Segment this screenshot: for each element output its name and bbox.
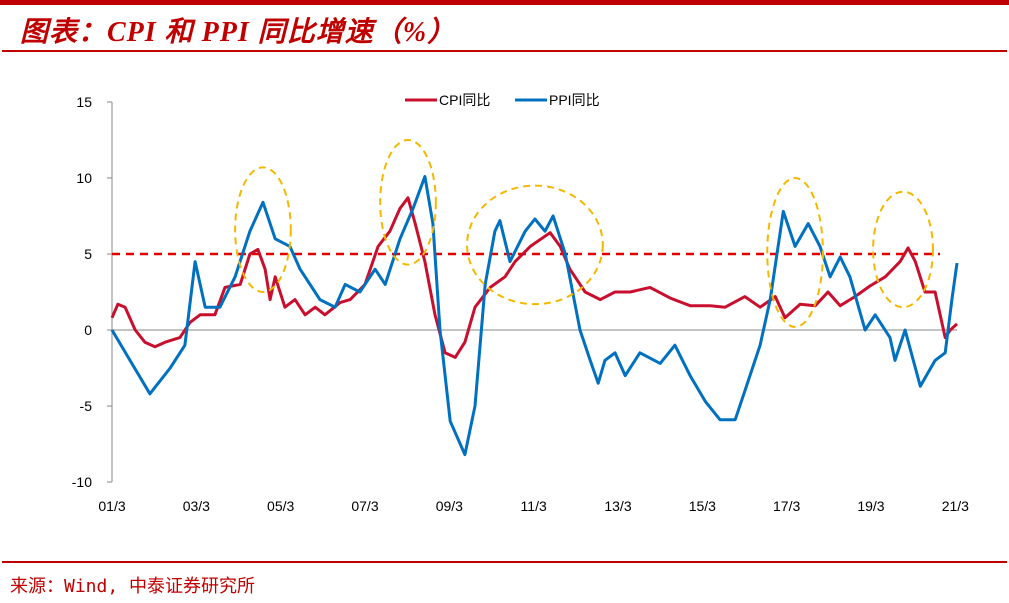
x-tick-label: 07/3 bbox=[351, 498, 378, 514]
x-tick-label: 03/3 bbox=[183, 498, 210, 514]
ppi-series-line bbox=[110, 175, 959, 457]
x-tick-label: 19/3 bbox=[857, 498, 884, 514]
axes: 15 10 5 0 -5 -10 01/3 03/3 05/3 07/3 09/3 11/3 13/3 1… bbox=[72, 94, 969, 514]
highlight-ellipse bbox=[766, 177, 824, 328]
footer-divider bbox=[2, 561, 1007, 563]
x-tick-label: 09/3 bbox=[436, 498, 463, 514]
legend: CPI同比 PPI同比 bbox=[405, 92, 600, 108]
top-accent-bar bbox=[0, 0, 1009, 5]
y-tick-label: 5 bbox=[84, 246, 92, 262]
x-tick-label: 17/3 bbox=[773, 498, 800, 514]
y-tick-label: 15 bbox=[76, 94, 92, 110]
title-divider bbox=[2, 50, 1007, 52]
cpi-series-line bbox=[110, 196, 959, 359]
legend-cpi-label: CPI同比 bbox=[439, 92, 490, 108]
x-tick-label: 15/3 bbox=[689, 498, 716, 514]
x-tick-label: 21/3 bbox=[942, 498, 969, 514]
chart-title: 图表：CPI 和 PPI 同比增速（%） bbox=[20, 17, 457, 48]
y-tick-label: 0 bbox=[84, 322, 92, 338]
highlight-ellipse bbox=[379, 139, 437, 266]
legend-ppi-label: PPI同比 bbox=[549, 92, 600, 108]
x-tick-label: 13/3 bbox=[604, 498, 631, 514]
series-lines bbox=[110, 175, 959, 457]
annotation-ellipses bbox=[234, 139, 934, 328]
x-tick-label: 05/3 bbox=[267, 498, 294, 514]
y-tick-label: 10 bbox=[76, 170, 92, 186]
y-tick-label: -5 bbox=[80, 398, 93, 414]
x-tick-label: 01/3 bbox=[98, 498, 125, 514]
x-tick-label: 11/3 bbox=[521, 498, 547, 514]
y-tick-label: -10 bbox=[72, 474, 92, 490]
highlight-ellipse bbox=[234, 166, 292, 293]
highlight-ellipse bbox=[466, 184, 604, 306]
source-note: 来源：Wind, 中泰证券研究所 bbox=[10, 576, 256, 597]
highlight-ellipse bbox=[872, 190, 934, 309]
